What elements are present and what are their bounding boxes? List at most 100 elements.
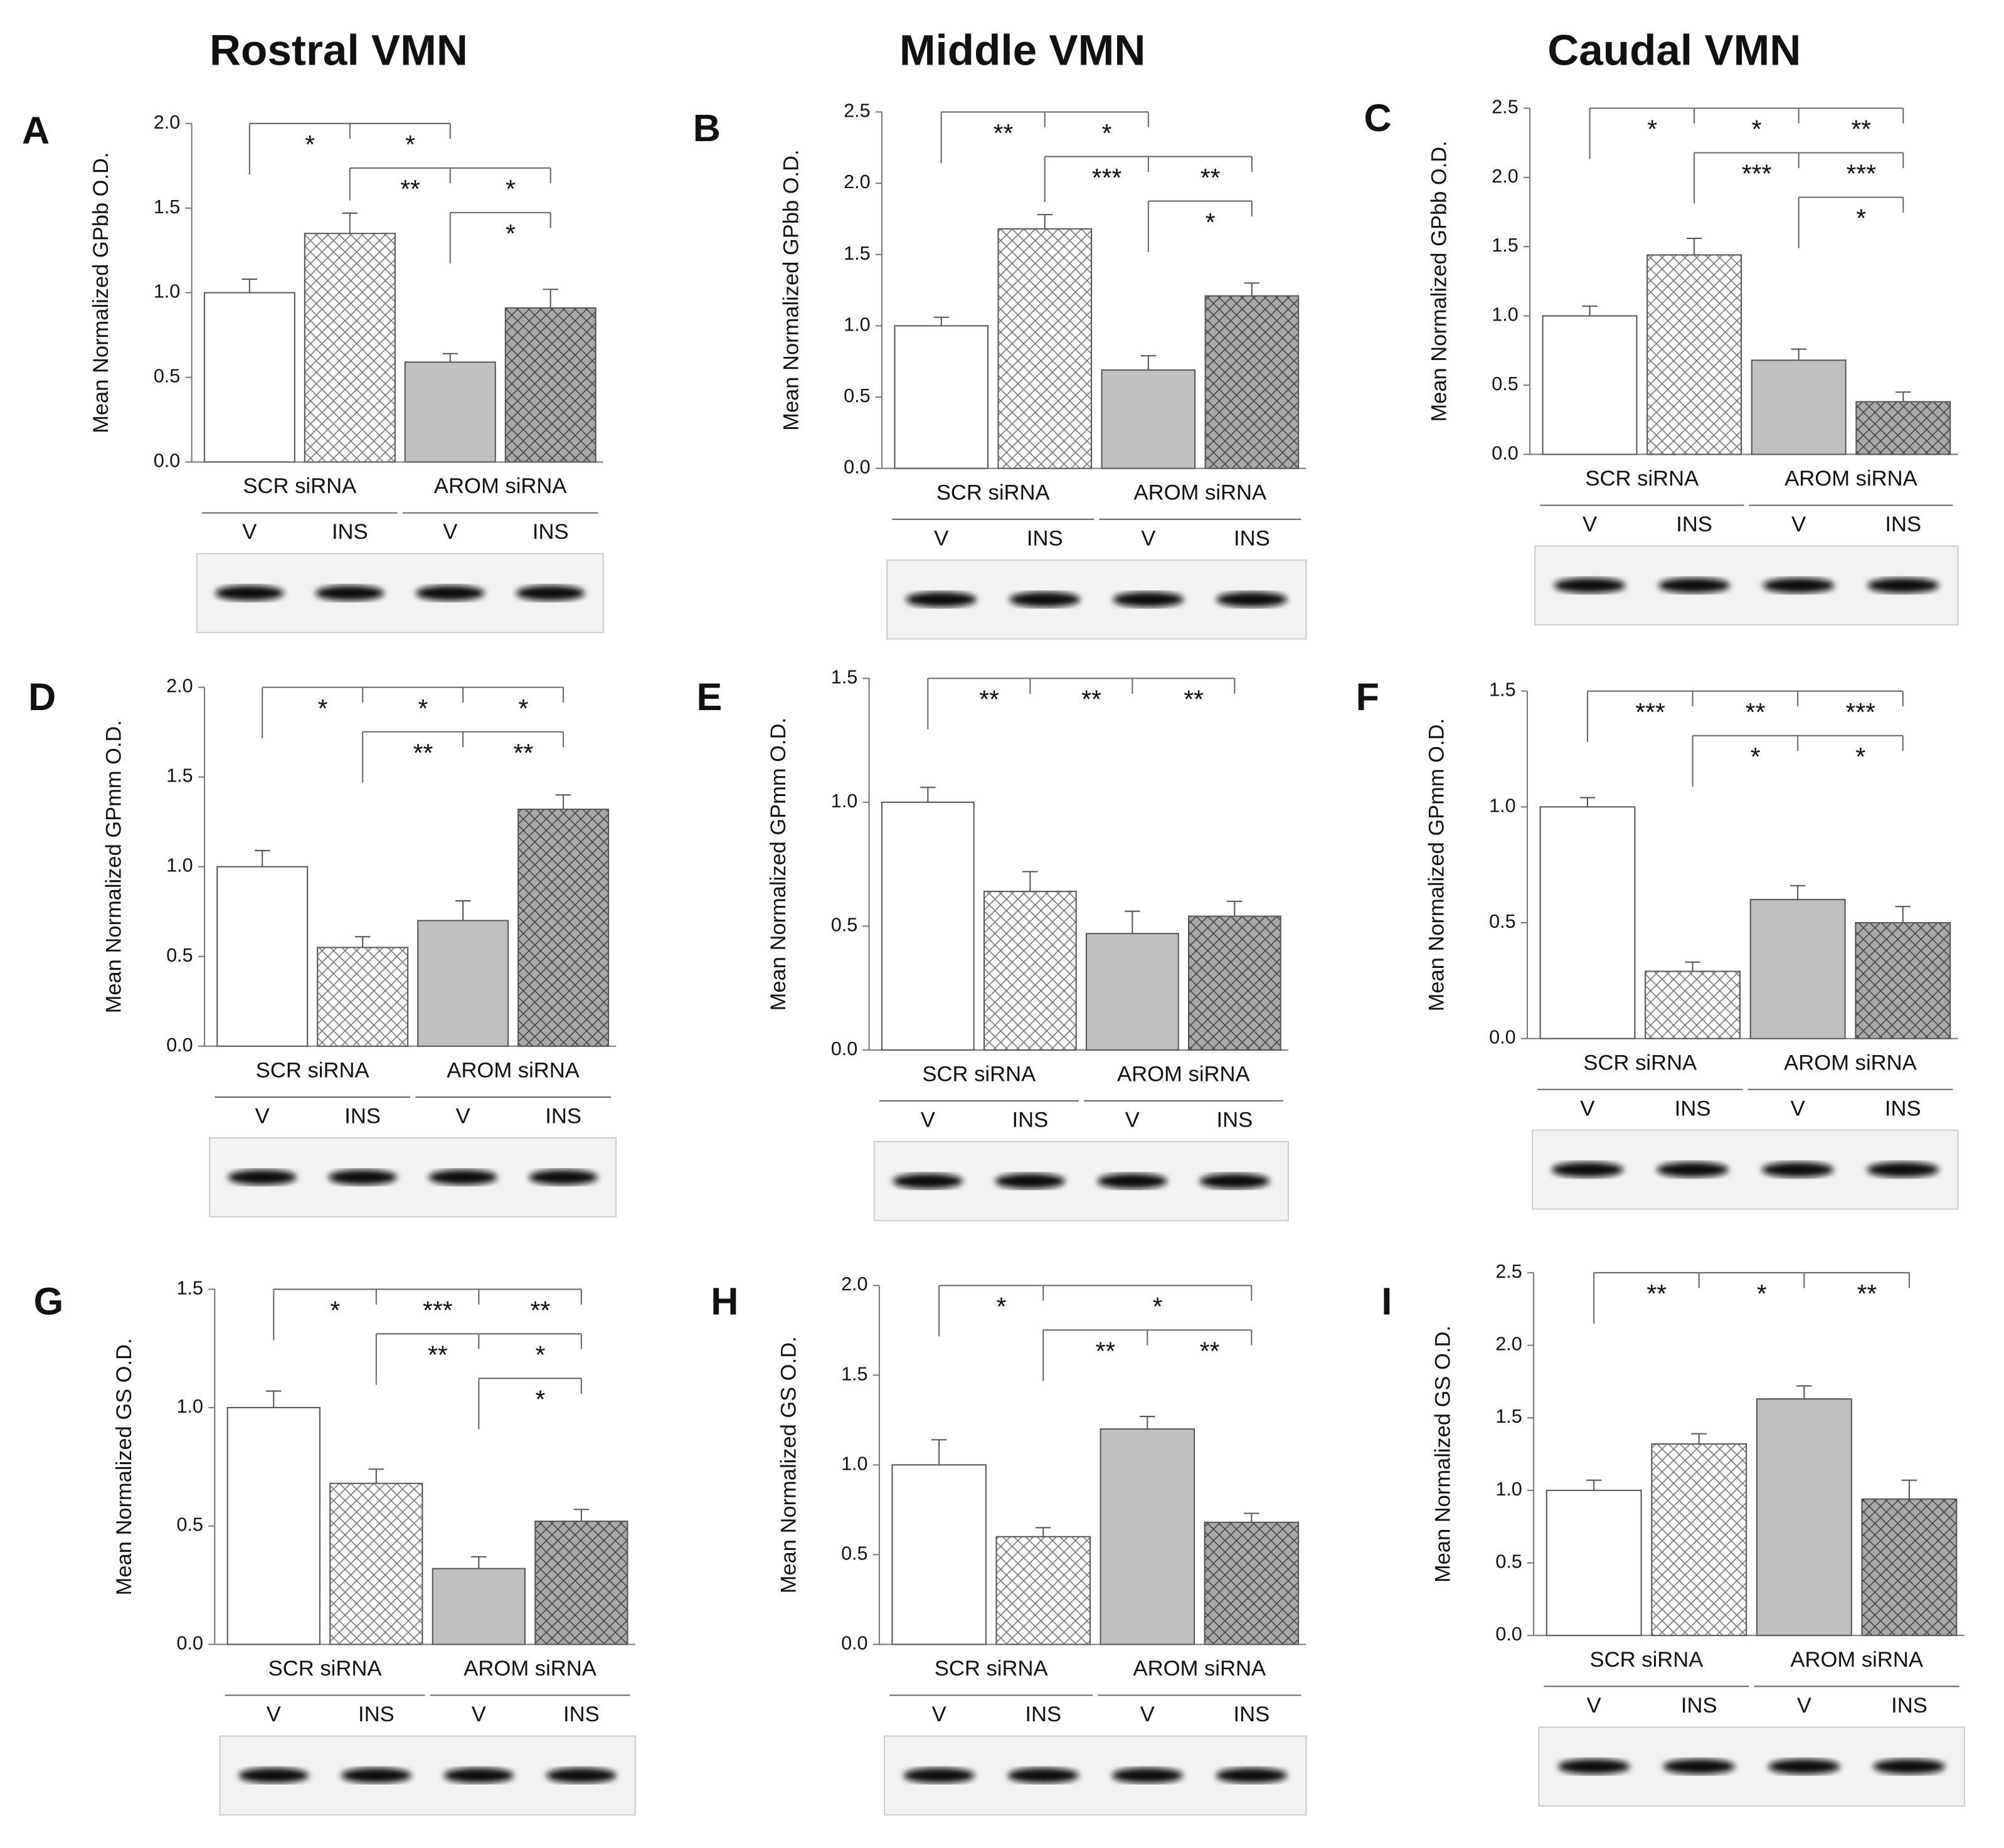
y-tick-label: 0.0 [1495,1623,1522,1645]
x-tick-label: V [1140,1702,1155,1726]
significance-label: ** [1201,163,1221,192]
bar [432,1568,526,1645]
group-label: SCR siRNA [268,1657,382,1681]
blot-band [315,585,384,601]
significance-label: * [535,1341,545,1369]
significance-label: ** [1746,698,1766,726]
significance-label: *** [1635,698,1665,726]
significance-label: ** [1081,685,1101,714]
significance-label: * [1206,208,1216,236]
significance-label: * [1751,742,1761,771]
x-tick-label: V [1583,512,1597,536]
x-tick-label: V [1141,526,1155,550]
bar [504,307,596,463]
y-tick-label: 1.5 [154,196,180,218]
bar [1545,1489,1642,1637]
group-label: SCR siRNA [922,1063,1036,1086]
group-label: AROM siRNA [1134,481,1267,504]
y-tick-label: 1.5 [841,1363,867,1384]
y-tick-label: 2.5 [1495,1261,1522,1282]
significance-label: *** [1847,159,1877,188]
bar [1855,921,1951,1039]
bar [995,1536,1091,1645]
y-tick-label: 1.0 [1495,1479,1522,1500]
panel-letter: C [1364,97,1391,139]
blot-band [215,585,284,601]
significance-label: ** [413,738,433,767]
y-axis-label: Mean Normalized GPmm O.D. [1424,718,1448,1011]
x-tick-label: INS [1216,1108,1253,1132]
x-tick-label: INS [358,1702,395,1726]
x-tick-label: V [1125,1108,1140,1132]
bar [983,891,1077,1051]
y-tick-label: 1.5 [166,765,193,787]
significance-label: *** [1742,159,1772,188]
panel-letter: G [34,1280,64,1323]
blot-band [238,1768,309,1783]
y-tick-label: 0.5 [1495,1551,1522,1573]
significance-label: *** [1092,163,1122,192]
bar [216,866,309,1047]
bar [1187,915,1281,1051]
group-label: SCR siRNA [1583,1051,1697,1075]
significance-label: ** [514,738,534,767]
blot-band [1551,1162,1624,1177]
group-label: AROM siRNA [447,1059,580,1083]
y-tick-label: 1.0 [177,1396,203,1417]
significance-label: * [997,1292,1007,1321]
blot-band [428,1169,497,1185]
significance-label: * [1757,1279,1767,1308]
group-label: AROM siRNA [1784,467,1917,491]
bar [1646,254,1742,455]
blot-band [1113,592,1184,607]
x-tick-label: V [456,1105,470,1128]
significance-label: ** [1851,115,1871,144]
blot-band [1657,1162,1729,1177]
x-tick-label: V [255,1105,270,1128]
x-tick-label: V [1797,1694,1811,1718]
significance-label: * [1647,115,1657,144]
blot-band [1199,1173,1270,1189]
y-axis-label: Mean Normalized GS O.D. [1431,1325,1455,1583]
blot-band [341,1768,411,1783]
y-tick-label: 1.5 [1495,1406,1522,1427]
blot-band [443,1768,514,1783]
x-tick-label: INS [1676,512,1712,536]
significance-label: ** [1200,1337,1220,1366]
group-label: AROM siRNA [1117,1063,1250,1086]
bar [1539,806,1636,1039]
bar [304,233,396,463]
blot-band [1768,1758,1840,1775]
significance-label: * [330,1296,340,1325]
y-axis-label: Mean Normalized GS O.D. [112,1338,136,1595]
panel: E Mean Normalized GPmm O.D. 0.0 0.5 1.0 1.5 **… [696,667,1289,1221]
blot-band [1554,578,1626,593]
y-tick-label: 1.0 [166,855,193,876]
blot-band [1867,1162,1939,1177]
panel-letter: F [1356,676,1379,718]
panel: H Mean Normalized GS O.D. 0.0 0.5 1.0 1.5 2.0 *… [711,1273,1307,1816]
x-tick-label: INS [1027,526,1063,550]
x-tick-label: V [1791,512,1806,536]
group-label: AROM siRNA [1790,1648,1923,1672]
panel-letter: A [22,109,50,152]
y-tick-label: 0.0 [177,1632,203,1654]
group-label: AROM siRNA [464,1657,596,1681]
x-tick-label: V [921,1108,935,1132]
blot-band [1663,1758,1736,1775]
y-tick-label: 1.0 [831,790,857,812]
bar [894,325,989,469]
panel: A Mean Normalized GPbb O.D. 0.0 0.5 1.0 1.5 2.… [22,109,604,634]
panel: C Mean Normalized GPbb O.D. 0.0 0.5 1.0 1.5 2.… [1364,97,1959,626]
blot-band [228,1169,297,1185]
x-tick-label: INS [563,1702,600,1726]
bar [404,361,496,463]
y-axis-label: Mean Normalized GPbb O.D. [1427,141,1451,422]
significance-label: *** [1845,698,1875,726]
significance-label: ** [1184,685,1204,714]
y-axis-label: Mean Normalized GPmm O.D. [766,718,790,1011]
y-tick-label: 2.5 [1492,97,1518,118]
bar [881,801,975,1051]
blot-band [1216,1768,1288,1783]
